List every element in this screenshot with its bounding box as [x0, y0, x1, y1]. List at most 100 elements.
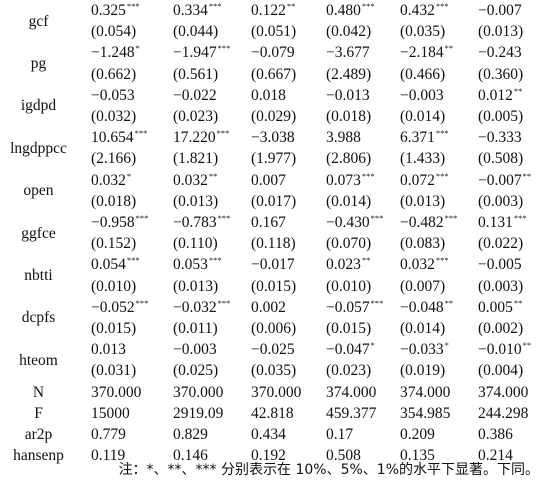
stat-value: 2919.09	[173, 404, 224, 422]
coef-cell: −3.677	[320, 42, 394, 63]
standard-error-cell: (0.035)	[400, 23, 446, 41]
significance-stars: **	[208, 170, 218, 181]
coef-value: −0.003	[400, 86, 444, 104]
standard-error-cell: (0.018)	[326, 108, 372, 126]
coef-value: 0.054	[91, 256, 126, 274]
stat-value: 0.209	[400, 426, 435, 444]
coef-row: igdpd −0.053 −0.022 0.018 −0.013 −0.003 0.012*…	[0, 85, 539, 115]
coef-cell: 0.032*	[85, 170, 167, 191]
stat-label: hansenp	[13, 447, 64, 465]
standard-error-cell: (0.042)	[326, 23, 372, 41]
standard-error-cell: (0.019)	[400, 362, 446, 380]
coef-cell: −3.038	[245, 127, 320, 148]
standard-error-cell: (0.083)	[400, 235, 446, 253]
significance-stars: *	[370, 340, 375, 351]
standard-error-cell: (0.466)	[400, 65, 446, 83]
coef-cell: −0.010**	[472, 339, 539, 360]
significance-stars: **	[522, 340, 532, 351]
coef-value: 0.032	[400, 256, 435, 274]
stat-value: 374.000	[478, 383, 529, 401]
significance-stars: *	[444, 340, 449, 351]
coef-value: −0.052	[91, 298, 135, 316]
coef-cell: 0.131***	[472, 212, 539, 233]
standard-error-cell: (0.662)	[91, 65, 137, 83]
coef-cell: −0.033*	[394, 339, 472, 360]
coef-value: −0.022	[173, 86, 217, 104]
significance-stars: ***	[361, 1, 375, 11]
significance-stars: ***	[126, 255, 140, 266]
significance-stars: ***	[208, 255, 222, 266]
coef-cell: 0.013	[85, 339, 167, 360]
coef-value: −0.958	[91, 214, 135, 232]
stat-row: N 370.000 370.000 370.000 374.000 374.000 374.…	[0, 382, 539, 403]
stat-value: 374.000	[326, 383, 377, 401]
variable-label: ggfce	[21, 224, 56, 242]
significance-stars: ***	[435, 255, 449, 266]
coef-value: −0.333	[478, 129, 522, 147]
se-row: (0.015) (0.011) (0.006) (0.015) (0.014) (0.00…	[0, 318, 539, 339]
significance-stars: ***	[513, 213, 527, 224]
standard-error-cell: (0.011)	[173, 320, 218, 338]
standard-error-cell: (0.018)	[91, 192, 137, 210]
stat-value: 0.434	[251, 426, 286, 444]
coef-cell: −0.430***	[320, 212, 394, 233]
standard-error-cell: (0.152)	[91, 235, 137, 253]
coef-cell: −0.025	[245, 339, 320, 360]
coef-cell: −0.783***	[167, 212, 245, 233]
standard-error-cell: (1.977)	[251, 150, 297, 168]
coef-value: 0.018	[251, 86, 286, 104]
coef-cell: 0.032***	[394, 254, 472, 275]
coef-cell: −0.003	[167, 339, 245, 360]
coef-value: −2.184	[400, 44, 444, 62]
coef-cell: −0.013	[320, 85, 394, 106]
stat-value: 0.146	[173, 447, 208, 465]
significance-stars: ***	[435, 170, 449, 181]
coef-value: 0.005	[478, 298, 513, 316]
stat-row: ar2p 0.779 0.829 0.434 0.17 0.209 0.386	[0, 424, 539, 445]
coef-value: −0.048	[400, 298, 444, 316]
coef-cell: 6.371***	[394, 127, 472, 148]
coef-cell: 0.072***	[394, 170, 472, 191]
coef-cell: −0.007**	[472, 170, 539, 191]
regression-table-container: gcf 0.325*** 0.334*** 0.122** 0.480*** 0.432*…	[0, 0, 539, 465]
significance-stars: ***	[217, 43, 231, 54]
standard-error-cell: (0.007)	[400, 277, 446, 295]
variable-label: dcpfs	[21, 309, 56, 327]
coef-cell: 0.054***	[85, 254, 167, 275]
standard-error-cell: (0.054)	[91, 23, 137, 41]
standard-error-cell: (0.015)	[251, 277, 297, 295]
coef-value: 0.122	[251, 2, 286, 19]
significance-stars: ***	[135, 297, 149, 308]
coef-value: 0.131	[478, 214, 513, 232]
se-row: (0.018) (0.013) (0.017) (0.014) (0.013) (0.00…	[0, 191, 539, 212]
standard-error-cell: (0.023)	[326, 362, 372, 380]
coef-value: 0.013	[91, 341, 126, 359]
standard-error-cell: (0.013)	[478, 23, 524, 41]
coef-cell: 0.007	[245, 170, 320, 191]
significance-stars: ***	[361, 170, 375, 181]
standard-error-cell: (0.032)	[91, 108, 137, 126]
stat-label: F	[34, 404, 43, 422]
variable-label: hteom	[19, 351, 58, 369]
coef-cell: −0.053	[85, 85, 167, 106]
coef-cell: 0.480***	[320, 0, 394, 21]
stat-value: 0.386	[478, 426, 513, 444]
coef-row: nbtti 0.054*** 0.053*** −0.017 0.023** 0.032*…	[0, 254, 539, 284]
standard-error-cell: (0.561)	[173, 65, 219, 83]
significance-stars: ***	[208, 1, 222, 11]
significance-stars: **	[513, 297, 523, 308]
stat-value: 370.000	[173, 383, 224, 401]
coef-value: 0.007	[251, 171, 286, 189]
coef-value: −0.007	[478, 171, 522, 189]
standard-error-cell: (0.035)	[251, 362, 297, 380]
standard-error-cell: (0.051)	[251, 23, 297, 41]
standard-error-cell: (0.022)	[478, 235, 524, 253]
significance-stars: *	[126, 170, 132, 181]
coef-cell: −0.048**	[394, 297, 472, 318]
significance-stars: ***	[126, 1, 140, 11]
coef-row: hteom 0.013 −0.003 −0.025 −0.047* −0.033* −0.0…	[0, 339, 539, 369]
stat-value: 459.377	[326, 404, 377, 422]
stat-value: 374.000	[400, 383, 451, 401]
significance-stars: **	[522, 170, 532, 181]
standard-error-cell: (1.433)	[400, 150, 446, 168]
